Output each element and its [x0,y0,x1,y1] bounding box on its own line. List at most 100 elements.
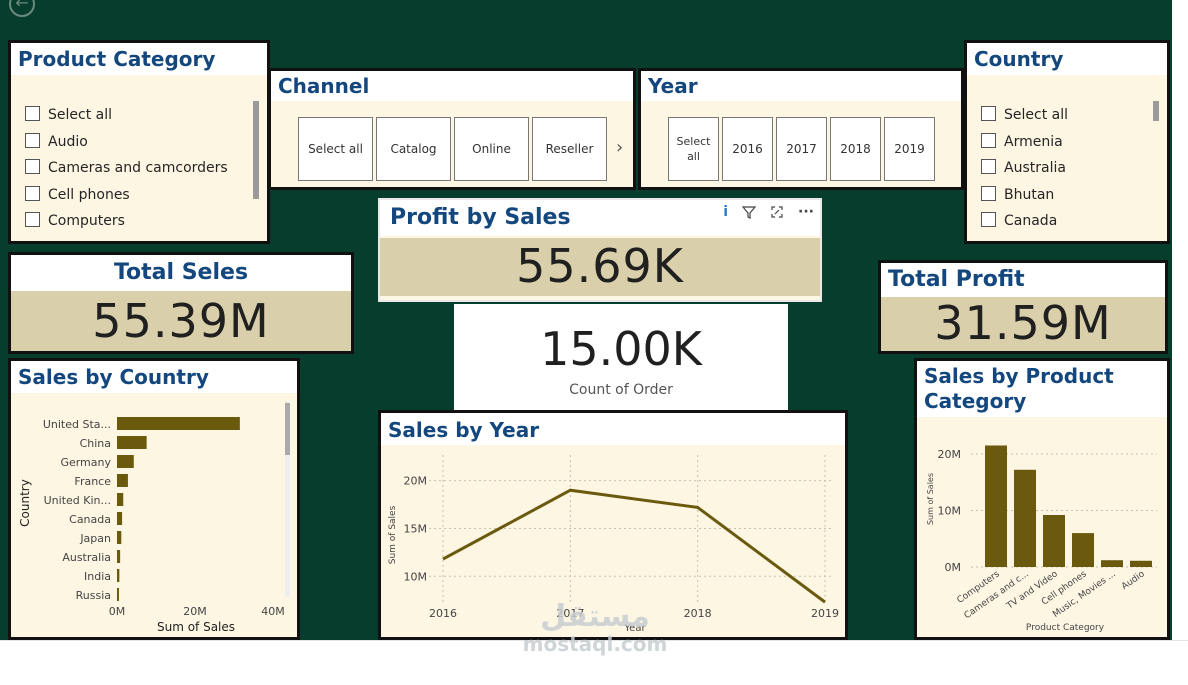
sales-by-country-plot: United Sta... China Germany France United Ki… [18,401,290,634]
checkbox-icon[interactable] [981,106,996,121]
country-option[interactable]: Bhutan [981,185,1054,205]
country-tick-label: Japan [79,532,111,545]
channel-tile[interactable]: Catalog [376,117,451,181]
profit-by-sales-value: 55.69K [380,238,820,296]
total-sales-title: Total Seles [11,255,351,291]
total-profit-title: Total Profit [881,263,1165,297]
sales-by-year-line [442,488,826,604]
product-bar [1101,560,1123,567]
channel-tile[interactable]: Online [454,117,529,181]
product-category-option-label: Select all [48,107,112,123]
country-option[interactable]: Armenia [981,132,1063,152]
country-option-label: Select all [1004,107,1068,123]
sales-by-country-chart: Sales by Country United Sta... China Germa… [8,358,300,640]
checkbox-icon[interactable] [981,185,996,201]
product-category-option-label: Cell phones [48,186,130,203]
sales-by-country-title: Sales by Country [11,361,297,393]
checkbox-icon[interactable] [981,132,996,148]
product-category-option-label: Computers [48,213,125,229]
product-y-axis-title: Sum of Sales [926,473,935,525]
count-of-order-card: 15.00K Count of Order [454,304,788,412]
checkbox-icon[interactable] [981,159,996,174]
checkbox-icon[interactable] [25,185,40,201]
country-scrollbar[interactable] [1153,101,1159,121]
product-category-option[interactable]: Computers [25,211,125,231]
back-arrow-icon[interactable]: ← [9,0,35,17]
year-title: Year [641,71,961,101]
product-category-option[interactable]: Cameras and camcorders [25,158,228,178]
product-category-option-label: Cameras and camcorders [48,160,228,176]
year-x-tick: 2019 [811,607,839,620]
product-bar [1014,469,1036,567]
year-y-tick: 10M [404,570,428,583]
sales-by-year-plot: 10M 15M 20M 2016 2017 2018 2019 Year Sum of Sale… [388,455,839,634]
country-option[interactable]: Canada [981,211,1057,231]
year-tile[interactable]: Select all [668,117,719,181]
year-x-axis-title: Year [623,623,646,634]
product-bar [1043,515,1065,567]
report-canvas: ← Product Category Select all Audio Camera… [0,0,1172,640]
channel-tile[interactable]: Reseller [532,117,607,181]
product-y-tick: 0M [945,561,962,574]
country-tick-label: France [74,475,111,488]
country-scroll-thumb[interactable] [285,403,290,455]
product-category-option[interactable]: Cell phones [25,185,130,205]
count-of-order-value: 15.00K [540,322,702,376]
country-tick-label: Canada [69,513,111,526]
chevron-right-icon[interactable]: › [616,137,624,158]
bottom-bar [0,640,1188,685]
filter-icon[interactable] [742,205,757,219]
year-slicer: Year Select all 2016 2017 2018 2019 [638,68,964,190]
year-y-tick: 15M [404,522,428,535]
checkbox-icon[interactable] [981,212,996,227]
country-bar [117,474,128,487]
year-tile[interactable]: 2019 [884,117,935,181]
country-tick-label: Australia [62,551,111,564]
country-option-label: Bhutan [1004,186,1055,203]
year-x-tick: 2018 [684,607,712,620]
checkbox-icon[interactable] [25,212,40,227]
country-option[interactable]: Australia [981,158,1066,178]
country-tick-label: United Sta... [43,418,111,431]
year-y-axis-title: Sum of Sales [388,505,398,564]
info-icon[interactable]: i [723,204,729,220]
country-bar [117,436,147,449]
total-profit-card: Total Profit 31.59M [878,260,1168,354]
country-bar [117,512,123,525]
total-profit-value: 31.59M [881,297,1165,351]
year-tile[interactable]: 2016 [722,117,773,181]
year-tile[interactable]: 2018 [830,117,881,181]
country-bar [117,417,240,430]
year-tile[interactable]: 2017 [776,117,827,181]
country-option[interactable]: Select all [981,105,1068,125]
watermark-arabic: مستقل [540,599,650,634]
product-category-option[interactable]: Audio [25,132,88,152]
country-tick-label: China [80,437,111,450]
visual-toolbar: i ··· [723,202,814,222]
sales-by-product-category-title: Sales by Product Category [917,361,1167,417]
product-tick-label: Audio [1120,569,1147,592]
country-x-tick: 20M [183,605,207,618]
checkbox-icon[interactable] [25,159,40,174]
product-category-scrollbar[interactable] [253,101,259,199]
total-sales-value: 55.39M [11,291,351,351]
total-sales-card: Total Seles 55.39M [8,252,354,354]
country-scroll-track [285,401,290,597]
checkbox-icon[interactable] [25,132,40,148]
checkbox-icon[interactable] [25,106,40,121]
country-x-tick: 0M [109,605,126,618]
country-tick-label: India [84,570,111,583]
country-option-label: Canada [1004,213,1058,229]
product-category-option[interactable]: Select all [25,105,112,125]
more-options-icon[interactable]: ··· [798,204,814,220]
product-category-option-label: Audio [48,133,88,150]
country-tick-label: United Kin... [44,494,111,507]
product-category-title: Product Category [11,43,267,75]
country-bar [117,569,120,582]
country-bar [117,588,119,601]
country-bar [117,531,122,544]
product-bar [1072,533,1094,567]
channel-tile[interactable]: Select all [298,117,373,181]
focus-mode-icon[interactable] [770,205,784,219]
country-x-tick: 40M [261,605,285,618]
